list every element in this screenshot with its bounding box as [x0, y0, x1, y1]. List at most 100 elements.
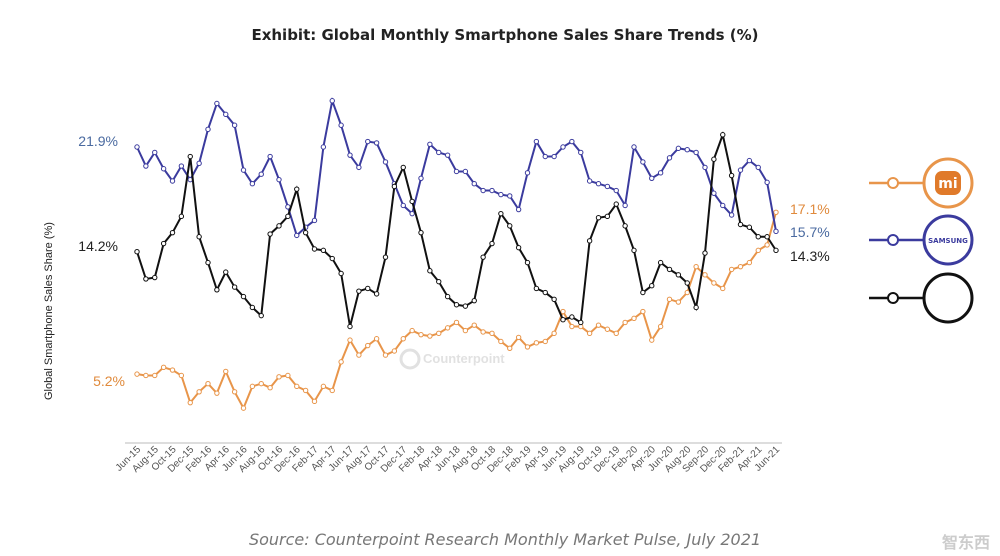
data-point	[462, 168, 469, 175]
data-point	[444, 293, 451, 300]
data-point	[764, 234, 770, 240]
data-point	[444, 325, 451, 331]
data-point	[622, 202, 628, 209]
data-point	[666, 155, 673, 161]
data-point	[684, 280, 690, 286]
data-point	[631, 247, 637, 254]
data-point	[258, 312, 264, 319]
data-point	[311, 217, 318, 224]
data-point	[578, 149, 584, 156]
data-point	[436, 330, 442, 337]
data-point	[737, 263, 744, 270]
data-point	[533, 138, 540, 145]
data-point	[507, 223, 513, 229]
data-point	[515, 206, 522, 213]
data-point	[586, 330, 593, 337]
data-point	[427, 333, 433, 339]
data-point	[560, 144, 566, 150]
data-point	[746, 157, 753, 164]
end-value-label: 14.3%	[790, 248, 830, 264]
data-point	[666, 266, 673, 273]
data-point	[551, 296, 557, 303]
data-point	[507, 345, 513, 351]
data-point	[356, 164, 362, 171]
data-point	[480, 329, 486, 335]
data-point	[205, 126, 211, 133]
watermark: Counterpoint	[399, 348, 505, 370]
data-point	[755, 247, 761, 254]
data-point	[418, 331, 424, 338]
data-point	[728, 172, 735, 179]
data-point	[613, 187, 619, 194]
data-point	[365, 138, 371, 145]
data-point	[604, 183, 611, 190]
data-point	[720, 202, 726, 209]
data-point	[223, 111, 229, 118]
data-point	[720, 132, 726, 138]
series-xiaomi	[134, 209, 779, 411]
series-samsung	[134, 97, 779, 239]
data-point	[631, 144, 637, 150]
data-point	[258, 380, 264, 387]
data-point	[453, 168, 460, 175]
data-point	[178, 372, 185, 379]
data-point	[400, 202, 406, 209]
data-point	[542, 338, 548, 345]
end-value-label: 17.1%	[790, 201, 830, 217]
legend-marker	[887, 292, 899, 304]
data-point	[533, 340, 540, 346]
data-point	[178, 163, 185, 169]
data-point	[160, 166, 167, 172]
data-point	[276, 176, 282, 183]
data-point	[311, 398, 318, 405]
legend-logo-circle	[922, 214, 974, 266]
data-point	[684, 147, 690, 153]
series-line	[136, 212, 777, 411]
data-point	[160, 364, 167, 371]
data-point	[462, 303, 469, 309]
data-point	[152, 149, 158, 156]
data-point	[409, 210, 415, 217]
value-annotations: 21.9% 15.7% 14.2% 14.3% 5.2% 17.1%	[78, 133, 829, 389]
data-point	[373, 140, 380, 146]
data-point	[240, 405, 247, 411]
series-apple	[134, 131, 779, 330]
data-point	[507, 193, 513, 199]
data-point	[187, 399, 193, 406]
data-point	[702, 164, 708, 171]
data-point	[205, 259, 211, 266]
data-point	[294, 232, 300, 239]
data-point	[152, 274, 158, 281]
data-point	[382, 352, 389, 358]
data-point	[294, 383, 300, 390]
data-point	[675, 145, 682, 152]
data-point	[240, 167, 247, 173]
data-point	[365, 342, 371, 349]
data-point	[728, 266, 735, 273]
data-point	[267, 153, 273, 160]
data-point	[711, 280, 717, 286]
corner-watermark: 智东西	[942, 533, 990, 552]
data-point	[613, 330, 619, 337]
data-point	[755, 234, 761, 240]
data-point	[329, 98, 335, 104]
counterpoint-logo-icon	[399, 348, 421, 370]
data-point	[338, 270, 344, 277]
data-point	[347, 337, 353, 343]
data-point	[302, 387, 309, 394]
data-point	[356, 352, 362, 358]
data-point	[462, 327, 469, 334]
data-point	[649, 337, 655, 343]
data-point	[214, 287, 220, 293]
data-point	[702, 272, 708, 278]
data-point	[160, 240, 167, 247]
data-point	[640, 289, 646, 296]
data-point	[604, 213, 611, 220]
data-point	[569, 138, 575, 145]
data-point	[240, 293, 247, 300]
data-point	[675, 299, 682, 305]
data-point	[622, 319, 628, 326]
chart-title: Exhibit: Global Monthly Smartphone Sales…	[251, 26, 758, 44]
data-point	[666, 296, 673, 303]
y-axis-label: Global Smartphone Sales Share (%)	[43, 222, 55, 400]
